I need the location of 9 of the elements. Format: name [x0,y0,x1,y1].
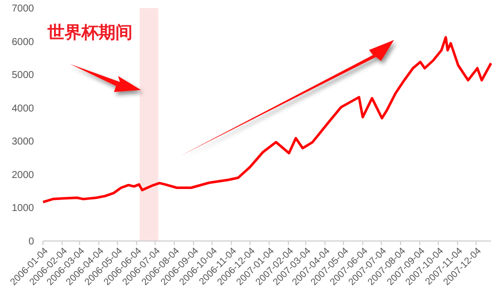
y-tick-label: 2000 [12,170,34,181]
y-tick-label: 1000 [12,203,34,214]
y-tick-label: 6000 [12,36,34,48]
y-tick-label: 5000 [12,70,34,82]
y-tick-label: 0 [28,236,34,248]
y-tick-label: 3000 [12,136,34,148]
y-tick-label: 4000 [12,103,34,114]
y-tick-label: 7000 [12,4,34,14]
band-label: 世界杯期间 [46,23,133,42]
